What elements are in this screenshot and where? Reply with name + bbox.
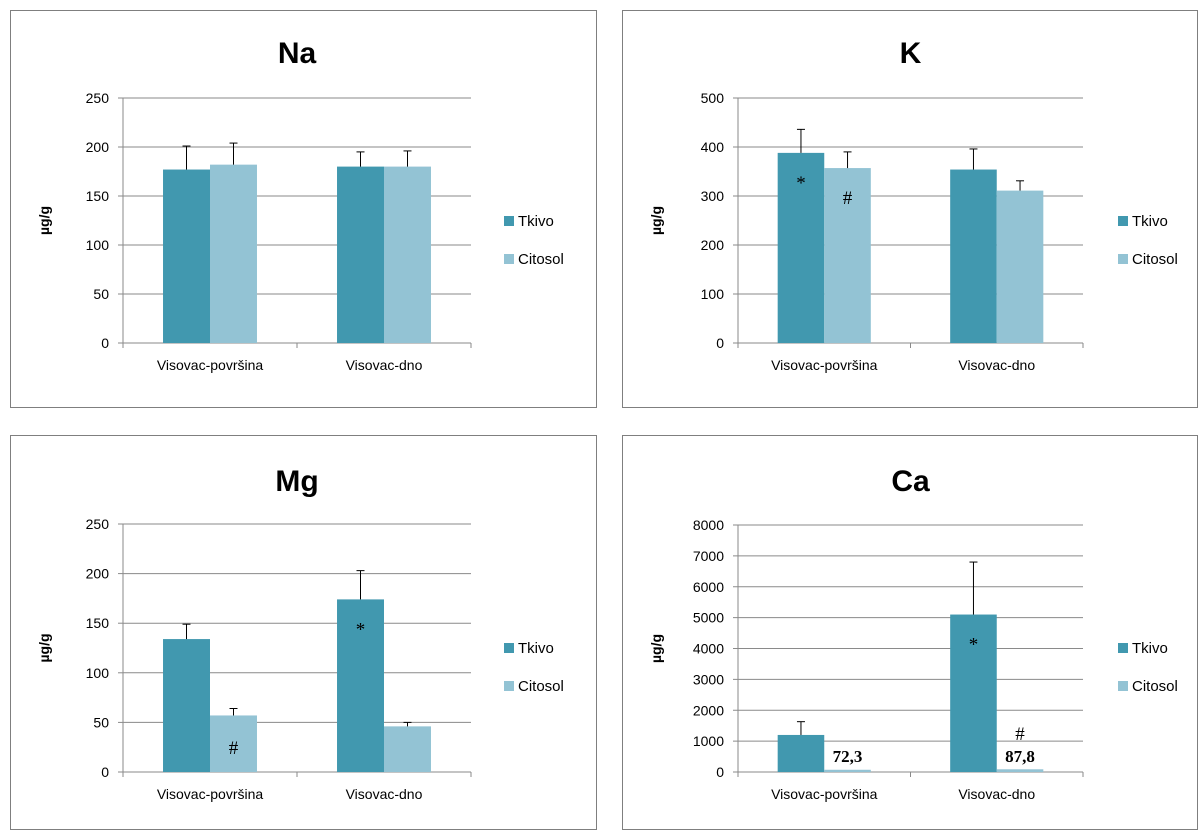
annotation-label: * xyxy=(356,619,366,640)
x-tick-label: Visovac-površina xyxy=(771,786,878,802)
chart-panel-k: K 0 100 200 300 400 500 µg/g Visovac-površina Vis… xyxy=(622,10,1198,408)
x-tick-label: Visovac-površina xyxy=(157,357,264,373)
y-tick-label: 150 xyxy=(86,615,110,631)
y-axis-label: µg/g xyxy=(36,206,52,235)
y-tick-label: 200 xyxy=(701,237,725,253)
y-tick-label: 100 xyxy=(86,665,110,681)
bar-citosol xyxy=(824,168,871,343)
annotation-label: # xyxy=(229,738,239,759)
legend-swatch xyxy=(1118,681,1128,691)
bar-tkivo xyxy=(777,152,825,343)
bar-citosol xyxy=(996,190,1044,343)
bar-tkivo xyxy=(337,166,384,343)
x-tick-label: Visovac-dno xyxy=(346,786,423,802)
y-axis-label: µg/g xyxy=(36,633,52,662)
y-tick-label: 0 xyxy=(716,335,724,351)
y-tick-label: 200 xyxy=(86,139,110,155)
y-tick-label: 8000 xyxy=(693,517,724,533)
y-tick-label: 400 xyxy=(701,139,725,155)
chart-panel-na: Na 0 50 100 150 200 250 µg/g Visovac-površina Vis… xyxy=(10,10,597,408)
legend-label: Citosol xyxy=(518,251,564,268)
y-tick-label: 2000 xyxy=(693,702,724,718)
y-tick-label: 200 xyxy=(86,566,110,582)
annotation-label: 87,8 xyxy=(1005,747,1035,766)
x-tick-label: Visovac-površina xyxy=(771,357,878,373)
legend-swatch xyxy=(504,681,514,691)
bar-tkivo xyxy=(163,639,210,772)
legend-label: Citosol xyxy=(1132,251,1178,268)
legend-swatch xyxy=(1118,254,1128,264)
chart-svg: Ca 0 1000 2000 3000 4000 5000 6000 7000 8000 µg/g V… xyxy=(648,465,1178,802)
chart-title: Ca xyxy=(891,465,930,498)
bar-citosol xyxy=(384,166,431,343)
y-tick-label: 3000 xyxy=(693,671,724,687)
y-tick-label: 7000 xyxy=(693,548,724,564)
legend-label: Citosol xyxy=(1132,678,1178,695)
x-tick-label: Visovac-dno xyxy=(346,357,423,373)
bar-tkivo xyxy=(337,599,384,772)
bar-tkivo xyxy=(777,734,825,772)
legend-label: Citosol xyxy=(518,678,564,695)
y-tick-label: 150 xyxy=(86,188,110,204)
y-axis-label: µg/g xyxy=(648,206,664,235)
annotation-label: * xyxy=(796,173,806,194)
annotation-label: 72,3 xyxy=(833,747,863,766)
chart-title: Mg xyxy=(275,465,318,498)
y-tick-label: 0 xyxy=(716,764,724,780)
bar-citosol xyxy=(210,164,257,343)
legend-label: Tkivo xyxy=(518,640,554,657)
legend-label: Tkivo xyxy=(1132,640,1168,657)
chart-panel-ca: Ca 0 1000 2000 3000 4000 5000 6000 7000 8000 µg/g V… xyxy=(622,435,1198,830)
chart-svg: Mg 0 50 100 150 200 250 µg/g Visovac-površina Vis… xyxy=(36,465,564,802)
y-tick-label: 6000 xyxy=(693,579,724,595)
y-axis-label: µg/g xyxy=(648,634,664,663)
annotation-label: * xyxy=(969,635,979,656)
chart-svg: Na 0 50 100 150 200 250 µg/g Visovac-površina Vis… xyxy=(36,37,564,373)
x-tick-label: Visovac-površina xyxy=(157,786,264,802)
bar-citosol xyxy=(824,769,871,772)
y-tick-label: 0 xyxy=(101,764,109,780)
annotation-label: # xyxy=(1015,724,1025,745)
y-tick-label: 100 xyxy=(86,237,110,253)
legend-swatch xyxy=(504,254,514,264)
y-tick-label: 250 xyxy=(86,516,110,532)
bar-citosol xyxy=(210,715,257,772)
bar-tkivo xyxy=(950,169,997,343)
x-tick-label: Visovac-dno xyxy=(958,357,1035,373)
legend-swatch xyxy=(1118,216,1128,226)
legend-label: Tkivo xyxy=(518,213,554,230)
chart-svg: K 0 100 200 300 400 500 µg/g Visovac-površina Vis… xyxy=(648,37,1178,373)
legend-label: Tkivo xyxy=(1132,213,1168,230)
y-tick-label: 300 xyxy=(701,188,725,204)
legend-swatch xyxy=(1118,643,1128,653)
bar-tkivo xyxy=(950,614,997,772)
y-tick-label: 50 xyxy=(93,286,109,302)
y-tick-label: 100 xyxy=(701,286,725,302)
annotation-label: # xyxy=(843,188,853,209)
bar-tkivo xyxy=(163,169,210,343)
chart-panel-mg: Mg 0 50 100 150 200 250 µg/g Visovac-površina Vis… xyxy=(10,435,597,830)
chart-title: Na xyxy=(278,37,317,70)
y-tick-label: 5000 xyxy=(693,610,724,626)
y-tick-label: 500 xyxy=(701,90,725,106)
x-tick-label: Visovac-dno xyxy=(958,786,1035,802)
y-tick-label: 4000 xyxy=(693,641,724,657)
y-tick-label: 0 xyxy=(101,335,109,351)
legend-swatch xyxy=(504,216,514,226)
y-tick-label: 250 xyxy=(86,90,110,106)
bar-citosol xyxy=(384,726,431,772)
y-tick-label: 1000 xyxy=(693,733,724,749)
y-tick-label: 50 xyxy=(93,714,109,730)
bar-citosol xyxy=(996,769,1044,772)
chart-title: K xyxy=(900,37,922,70)
legend-swatch xyxy=(504,643,514,653)
